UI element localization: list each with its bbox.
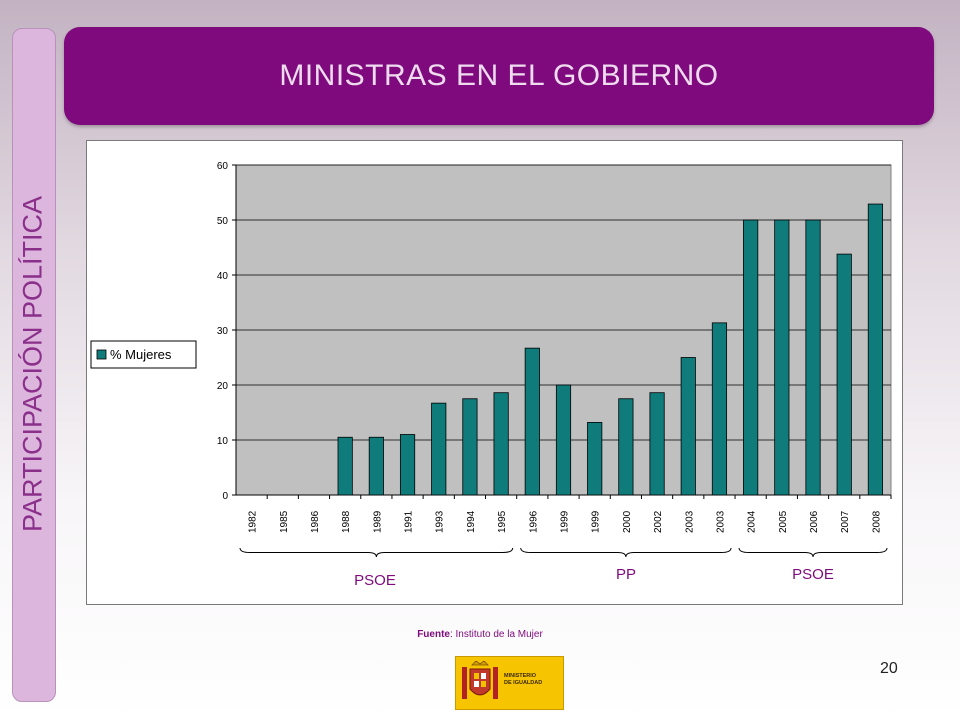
- group-brace: [738, 547, 888, 558]
- bar: [836, 253, 852, 496]
- bar: [711, 322, 728, 496]
- x-tick-label: 1985: [279, 510, 290, 533]
- bar: [524, 347, 540, 496]
- title-banner: [64, 27, 934, 125]
- x-tick-label: 1988: [341, 510, 352, 533]
- bar-chart: 0 10 20 30 40 50 60 1982 1985 1986 1988 1989 1991 199…: [90, 161, 892, 589]
- source-text: : Instituto de la Mujer: [449, 629, 543, 640]
- x-tick-label: 1982: [248, 510, 259, 533]
- y-tick-label: 10: [217, 436, 229, 447]
- ministry-logo: MINISTERIO DE IGUALDAD: [455, 656, 564, 710]
- x-tick-label: 1989: [372, 510, 383, 533]
- slide-title: MINISTRAS EN EL GOBIERNO: [279, 59, 719, 92]
- x-tick-label: 2002: [653, 510, 664, 533]
- bar: [555, 384, 572, 496]
- y-tick-label: 40: [217, 271, 229, 282]
- bar: [399, 434, 416, 496]
- x-tick-label: 1986: [310, 510, 321, 533]
- bar: [805, 219, 821, 496]
- bar: [867, 203, 883, 496]
- x-tick-label: 1995: [497, 510, 508, 533]
- group-label: PP: [616, 566, 636, 583]
- bar: [337, 436, 353, 496]
- legend-box: [90, 340, 197, 369]
- x-tick-label: 2003: [715, 510, 726, 533]
- group-label: PSOE: [792, 566, 834, 583]
- bar: [431, 402, 447, 496]
- source-prefix: Fuente: [417, 629, 450, 640]
- group-label: PSOE: [354, 572, 396, 589]
- bar: [587, 421, 603, 496]
- coat-of-arms-icon: [462, 661, 498, 699]
- y-tick-label: 20: [217, 381, 229, 392]
- x-tick-label: 2005: [778, 510, 789, 533]
- side-bar: [12, 28, 56, 702]
- x-tick-label: 2007: [840, 510, 851, 533]
- x-tick-label: 1993: [435, 510, 446, 533]
- bar: [649, 392, 665, 496]
- y-tick-label: 60: [217, 161, 229, 172]
- x-tick-label: 2003: [684, 510, 695, 533]
- chart-frame: 0 10 20 30 40 50 60 1982 1985 1986 1988 1989 1991 199…: [86, 140, 903, 605]
- page-number: 20: [880, 660, 898, 677]
- bar: [680, 357, 696, 496]
- source-note: Fuente: Instituto de la Mujer: [0, 629, 960, 640]
- x-tick-label: 1994: [466, 510, 477, 533]
- x-tick-label: 1999: [560, 510, 571, 533]
- y-tick-label: 0: [222, 491, 228, 502]
- x-tick-label: 2008: [871, 510, 882, 533]
- y-tick-label: 50: [217, 216, 229, 227]
- x-tick-label: 2000: [622, 510, 633, 533]
- group-brace: [239, 547, 514, 558]
- logo-text: MINISTERIO DE IGUALDAD: [504, 673, 543, 686]
- legend-label: % Mujeres: [110, 347, 172, 362]
- x-tick-label: 1996: [528, 510, 539, 533]
- side-label: PARTICIPACIÓN POLÍTICA: [17, 195, 48, 533]
- x-tick-label: 1999: [591, 510, 602, 533]
- bar: [493, 392, 509, 496]
- x-tick-label: 1991: [404, 510, 415, 533]
- group-brace: [520, 547, 732, 558]
- x-tick-label: 2006: [809, 510, 820, 533]
- x-tick-label: 2004: [747, 510, 758, 533]
- bar: [618, 398, 634, 496]
- bar: [743, 219, 759, 496]
- bar: [462, 398, 478, 496]
- bar: [368, 436, 384, 496]
- y-tick-label: 30: [217, 326, 229, 337]
- legend-swatch: [96, 349, 107, 360]
- bar: [774, 219, 790, 496]
